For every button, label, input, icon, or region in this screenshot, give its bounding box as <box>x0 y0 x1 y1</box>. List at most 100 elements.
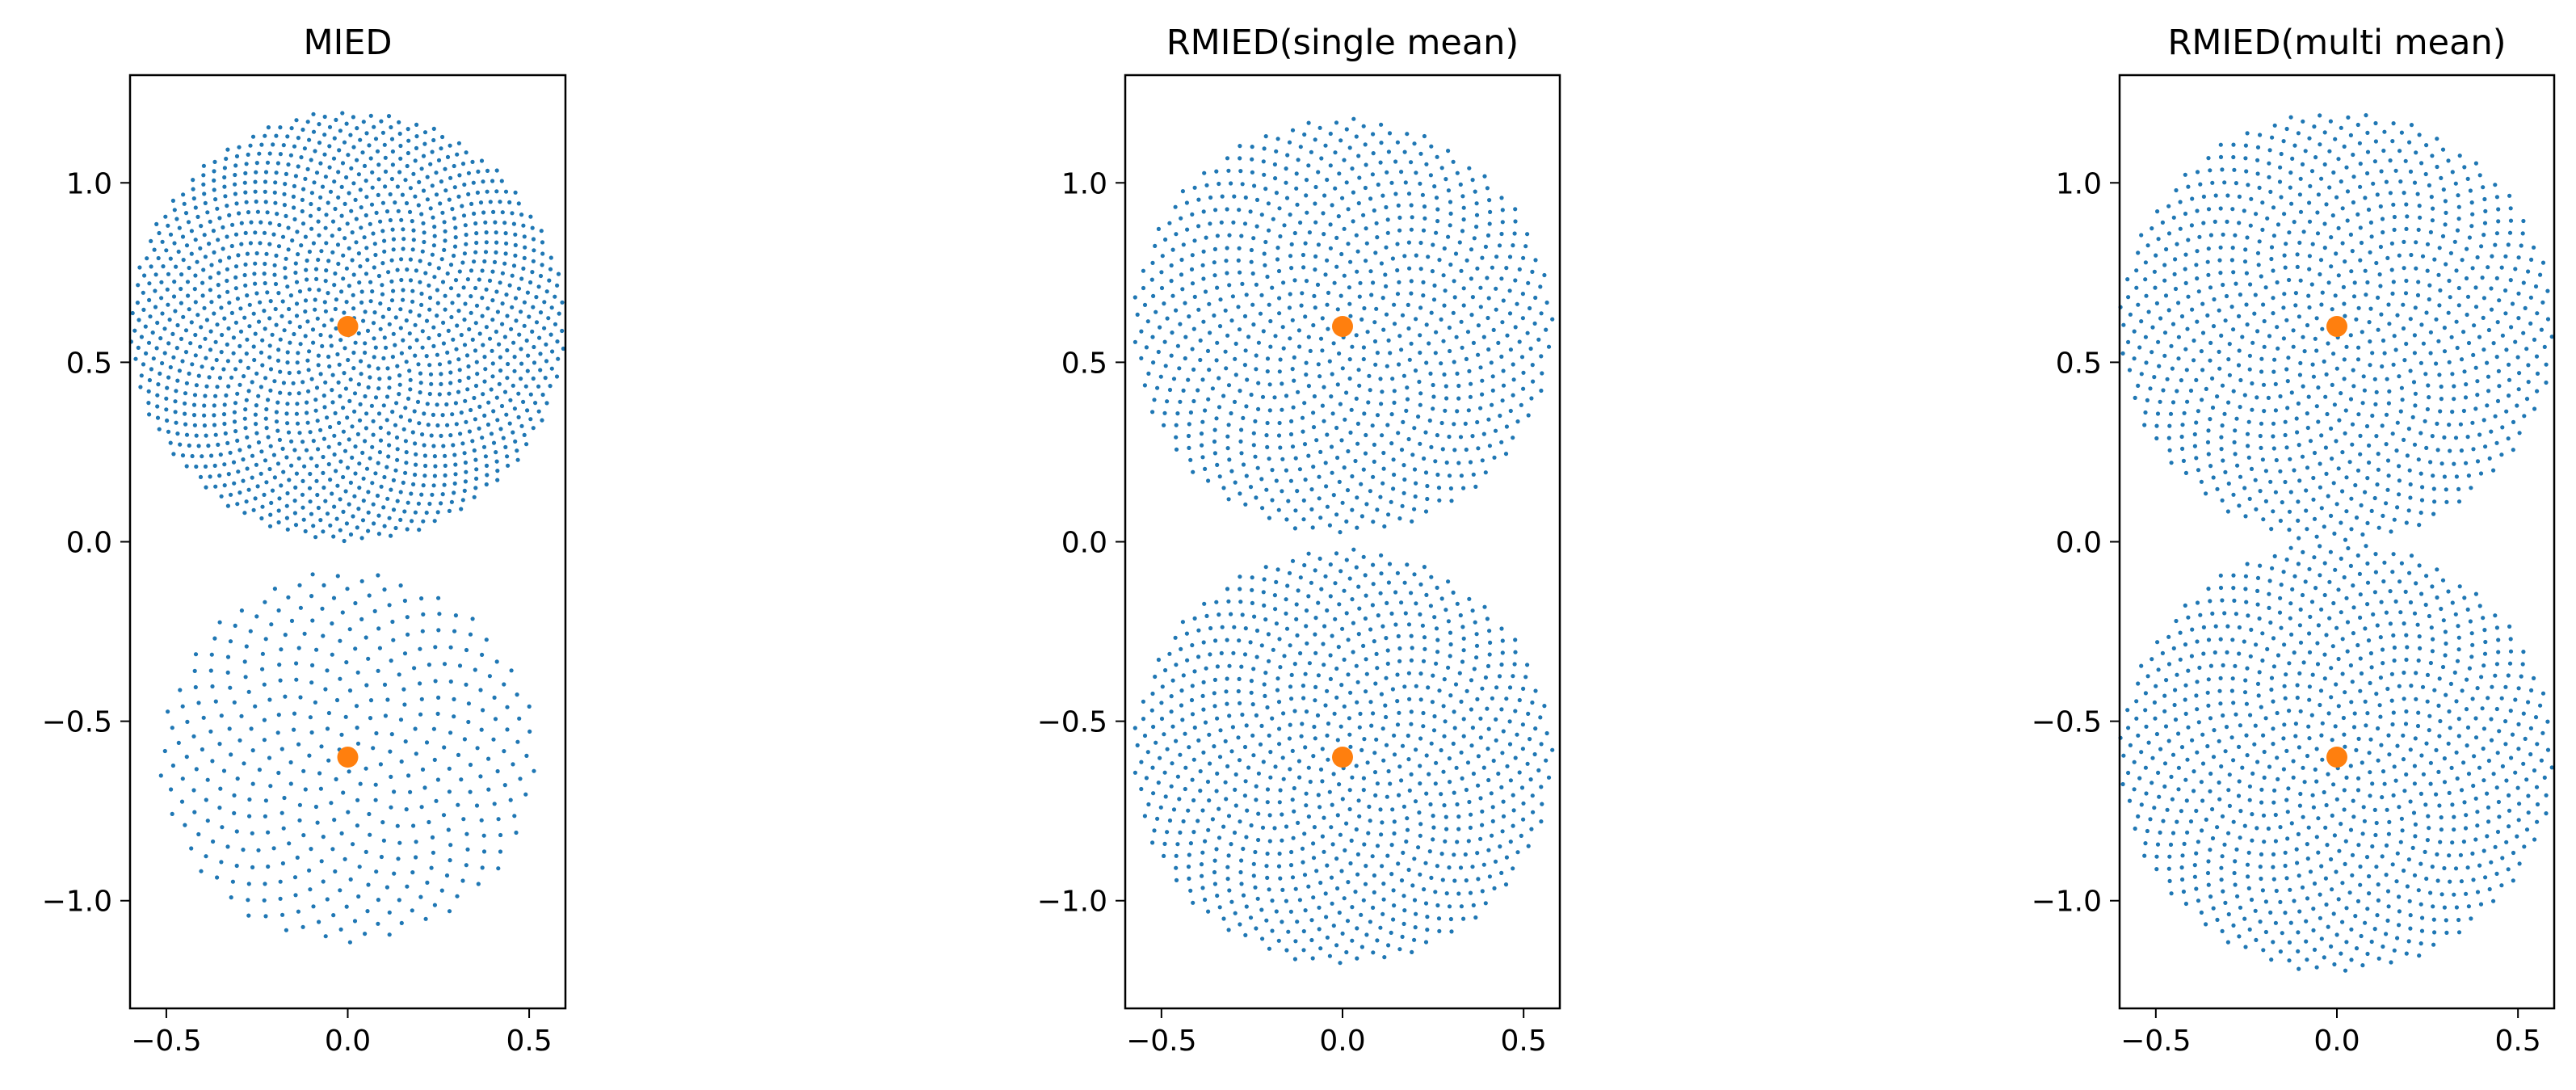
sample-point <box>2210 376 2215 381</box>
sample-point <box>338 528 342 532</box>
sample-point <box>1442 734 1447 739</box>
sample-point <box>2242 259 2248 264</box>
sample-point <box>1489 360 1494 365</box>
sample-point <box>1511 393 1515 398</box>
sample-point <box>1328 676 1333 682</box>
sample-point <box>2367 443 2372 448</box>
sample-point <box>1507 311 1513 316</box>
sample-point <box>1475 419 1480 425</box>
sample-point <box>2354 317 2359 322</box>
sample-point <box>221 246 225 251</box>
sample-point <box>2259 787 2264 792</box>
sample-point <box>375 149 380 154</box>
sample-point <box>431 126 436 131</box>
sample-point <box>2146 309 2151 314</box>
sample-point <box>350 230 355 235</box>
sample-point <box>1204 666 1208 671</box>
sample-point <box>1361 554 1366 559</box>
sample-point <box>414 751 418 756</box>
sample-point <box>2477 335 2482 339</box>
sample-point <box>245 466 250 471</box>
sample-point <box>485 473 490 478</box>
sample-point <box>2238 723 2242 728</box>
sample-point <box>212 169 216 174</box>
sample-point <box>1371 132 1376 137</box>
sample-point <box>209 263 214 267</box>
sample-point <box>2375 482 2380 487</box>
sample-point <box>2316 385 2321 390</box>
sample-point <box>1515 419 1520 424</box>
sample-point <box>2413 305 2418 310</box>
sample-point <box>1265 274 1270 280</box>
sample-point <box>1288 909 1293 914</box>
sample-point <box>373 471 378 476</box>
sample-point <box>1345 919 1351 924</box>
sample-point <box>456 194 461 199</box>
sample-point <box>2184 368 2189 372</box>
sample-point <box>451 337 456 342</box>
sample-point <box>1296 759 1301 764</box>
sample-point <box>2511 419 2516 425</box>
sample-point <box>1422 456 1427 461</box>
sample-point <box>1461 648 1466 653</box>
sample-point <box>2412 764 2417 768</box>
sample-point <box>1471 903 1476 907</box>
sample-point <box>2388 191 2393 196</box>
sample-point <box>548 384 553 389</box>
sample-point <box>225 147 230 152</box>
sample-point <box>366 656 371 661</box>
sample-point <box>1334 512 1339 517</box>
sample-point <box>192 393 198 398</box>
sample-point <box>446 827 451 832</box>
sample-point <box>360 450 365 456</box>
sample-point <box>1335 455 1340 461</box>
sample-point <box>272 263 277 267</box>
sample-point <box>1392 733 1397 738</box>
sample-point <box>1372 208 1376 213</box>
sample-point <box>2284 367 2289 372</box>
sample-point <box>232 810 237 816</box>
sample-point <box>2265 216 2270 221</box>
sample-point <box>1490 833 1494 838</box>
sample-point <box>273 306 278 312</box>
sample-point <box>1402 580 1407 585</box>
sample-point <box>406 127 410 132</box>
sample-point <box>1453 682 1459 687</box>
sample-point <box>2225 509 2230 514</box>
sample-point <box>1317 805 1322 810</box>
sample-point <box>1175 842 1180 847</box>
sample-point <box>417 528 422 532</box>
sample-point <box>2494 231 2499 236</box>
sample-point <box>1392 752 1397 757</box>
sample-point <box>389 487 393 492</box>
sample-point <box>273 200 278 205</box>
sample-point <box>2319 176 2324 181</box>
sample-point <box>1268 344 1273 349</box>
sample-point <box>2471 352 2476 357</box>
sample-point <box>2247 784 2252 789</box>
sample-point <box>396 208 401 213</box>
sample-point <box>300 478 305 484</box>
sample-point <box>2237 194 2242 199</box>
sample-point <box>1301 948 1306 953</box>
sample-point <box>2373 120 2378 126</box>
sample-point <box>1467 166 1472 170</box>
sample-point <box>2208 285 2213 290</box>
sample-point <box>2371 181 2376 186</box>
sample-point <box>496 817 501 822</box>
sample-point <box>370 289 375 294</box>
sample-point <box>1293 939 1298 944</box>
sample-point <box>2132 356 2137 361</box>
sample-point <box>345 465 351 470</box>
sample-point <box>1192 725 1197 730</box>
sample-point <box>276 770 281 776</box>
sample-point <box>1478 305 1483 309</box>
sample-point <box>209 652 214 657</box>
sample-point <box>292 217 297 221</box>
sample-point <box>2311 805 2316 810</box>
sample-point <box>1322 663 1326 667</box>
sample-point <box>2416 457 2421 462</box>
sample-point <box>2391 202 2396 207</box>
sample-point <box>2291 775 2296 780</box>
sample-point <box>1351 547 1356 552</box>
